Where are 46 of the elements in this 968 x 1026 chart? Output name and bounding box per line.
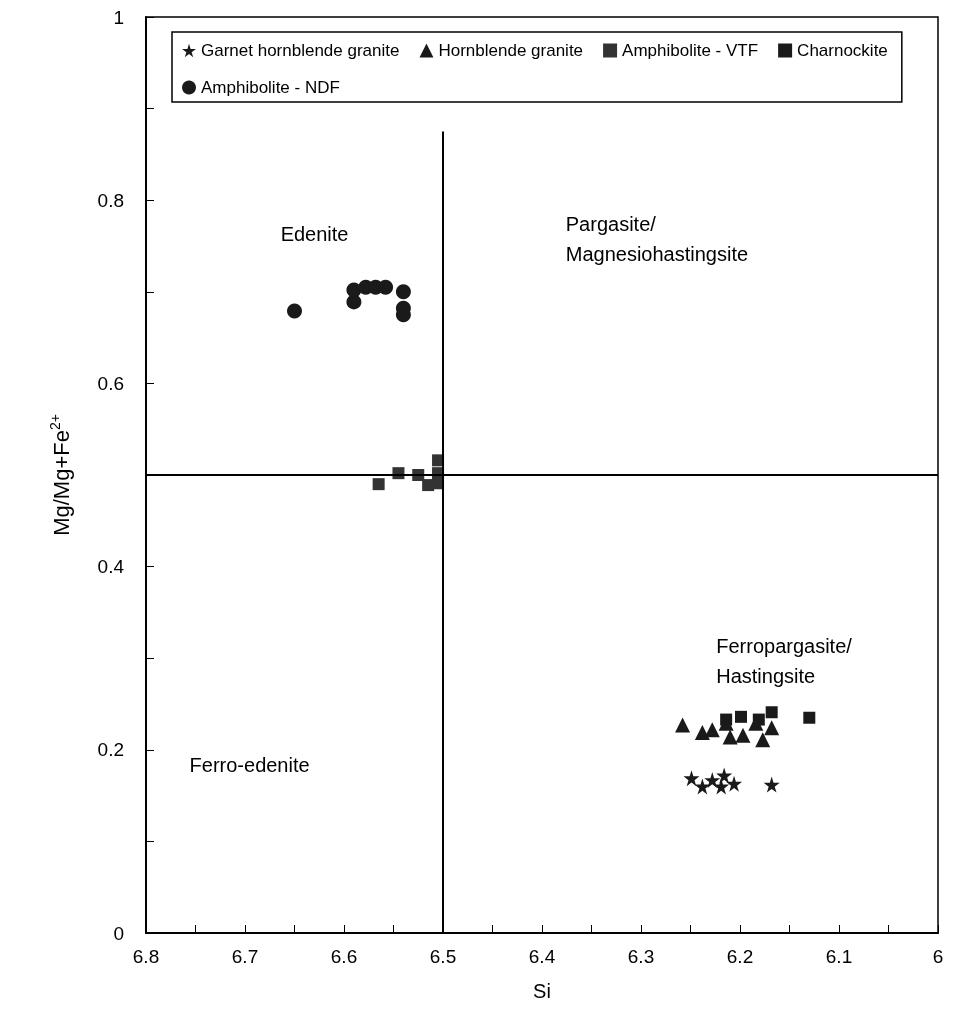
point (735, 727, 751, 743)
y-tick-label: 0.8 (97, 189, 124, 211)
legend-label: Hornblende granite (438, 41, 584, 60)
x-tick-label: 6.6 (330, 946, 358, 967)
y-tick-label: 1 (113, 6, 124, 28)
y-axis-title: Mg/Mg+Fe2+ (47, 414, 74, 536)
y-tick-label: 0.2 (97, 739, 124, 761)
legend-label: Amphibolite - NDF (201, 78, 340, 97)
point (675, 717, 691, 733)
point (716, 767, 733, 784)
point (683, 770, 700, 787)
annotation: Edenite (280, 222, 349, 245)
x-tick-label: 6.8 (132, 946, 160, 967)
legend-label: Charnockite (797, 41, 888, 60)
x-tick-label: 6.1 (825, 946, 853, 967)
point (287, 303, 302, 319)
point (726, 775, 743, 792)
point (694, 778, 711, 795)
y-tick-label: 0 (113, 922, 124, 944)
point (763, 776, 780, 793)
point (704, 772, 721, 789)
legend-label: Amphibolite - VTF (622, 41, 759, 60)
x-tick-label: 6.2 (726, 946, 754, 967)
point (755, 732, 771, 748)
point (694, 724, 710, 740)
x-tick-label: 6.7 (231, 946, 259, 967)
legend-label: Garnet hornblende granite (201, 41, 400, 60)
annotation: Ferro-edenite (189, 753, 310, 776)
point (722, 729, 738, 745)
point (764, 720, 780, 736)
y-tick-label: 0.4 (97, 556, 125, 578)
point (765, 706, 778, 719)
x-tick-label: 6.3 (627, 946, 655, 967)
annotation: Ferropargasite/ Hastingsite (716, 634, 853, 687)
point (704, 722, 720, 738)
point (734, 710, 747, 723)
x-tick-label: 6.5 (429, 946, 457, 967)
point (803, 711, 816, 724)
x-tick-label: 6.4 (528, 946, 556, 967)
y-tick-label: 0.6 (97, 372, 124, 394)
point (395, 284, 411, 300)
x-axis-title: Si (533, 980, 551, 1002)
annotation: Pargasite/ Magnesiohastingsite (565, 213, 749, 266)
point (372, 478, 385, 491)
x-tick-label: 6 (932, 946, 944, 967)
point (378, 279, 394, 295)
